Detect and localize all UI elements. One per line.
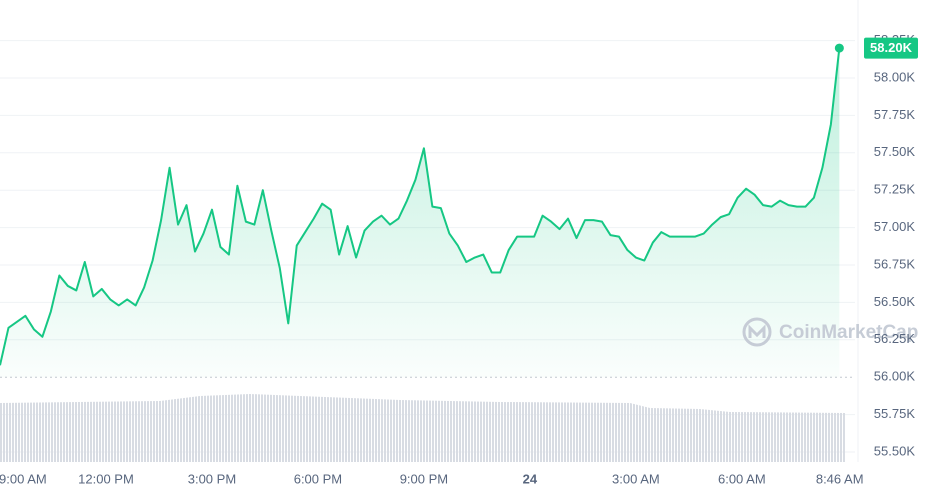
x-tick-label: 6:00 AM: [718, 471, 766, 486]
y-tick-label: 55.50K: [874, 443, 916, 458]
current-point: [834, 43, 844, 53]
x-tick-label: 12:00 PM: [78, 471, 134, 486]
watermark: CoinMarketCap: [742, 317, 918, 347]
y-tick-label: 57.25K: [874, 182, 916, 197]
y-tick-label: 56.50K: [874, 294, 916, 309]
x-tick-label: 3:00 PM: [188, 471, 236, 486]
labels: 55.50K 55.75K 56.00K 56.25K 56.50K 56.75K 57.0…: [0, 32, 918, 486]
y-tick-label: 55.75K: [874, 406, 916, 421]
x-tick-label: 8:46 AM: [816, 471, 864, 486]
price-area: [0, 48, 840, 378]
x-tick-label: 3:00 AM: [612, 471, 660, 486]
x-tick-label: 6:00 PM: [294, 471, 342, 486]
watermark-text: CoinMarketCap: [779, 322, 918, 343]
y-tick-label: 58.00K: [874, 69, 916, 84]
y-tick-label: 57.50K: [874, 144, 916, 159]
y-tick-label: 57.00K: [874, 219, 916, 234]
volume-bars: [0, 394, 845, 462]
y-tick-label: 56.75K: [874, 256, 916, 271]
y-tick-label: 57.75K: [874, 107, 916, 122]
plot: [0, 43, 844, 378]
y-tick-label: 56.00K: [874, 369, 916, 384]
price-badge: [864, 37, 918, 59]
x-tick-label: 24: [523, 471, 538, 486]
y-tick-label: 56.25K: [874, 331, 916, 346]
x-tick-label: 9:00 AM: [0, 471, 47, 486]
price-badge-label: 58.20K: [870, 40, 913, 55]
x-tick-label: 9:00 PM: [400, 471, 448, 486]
price-line: [0, 47, 841, 366]
